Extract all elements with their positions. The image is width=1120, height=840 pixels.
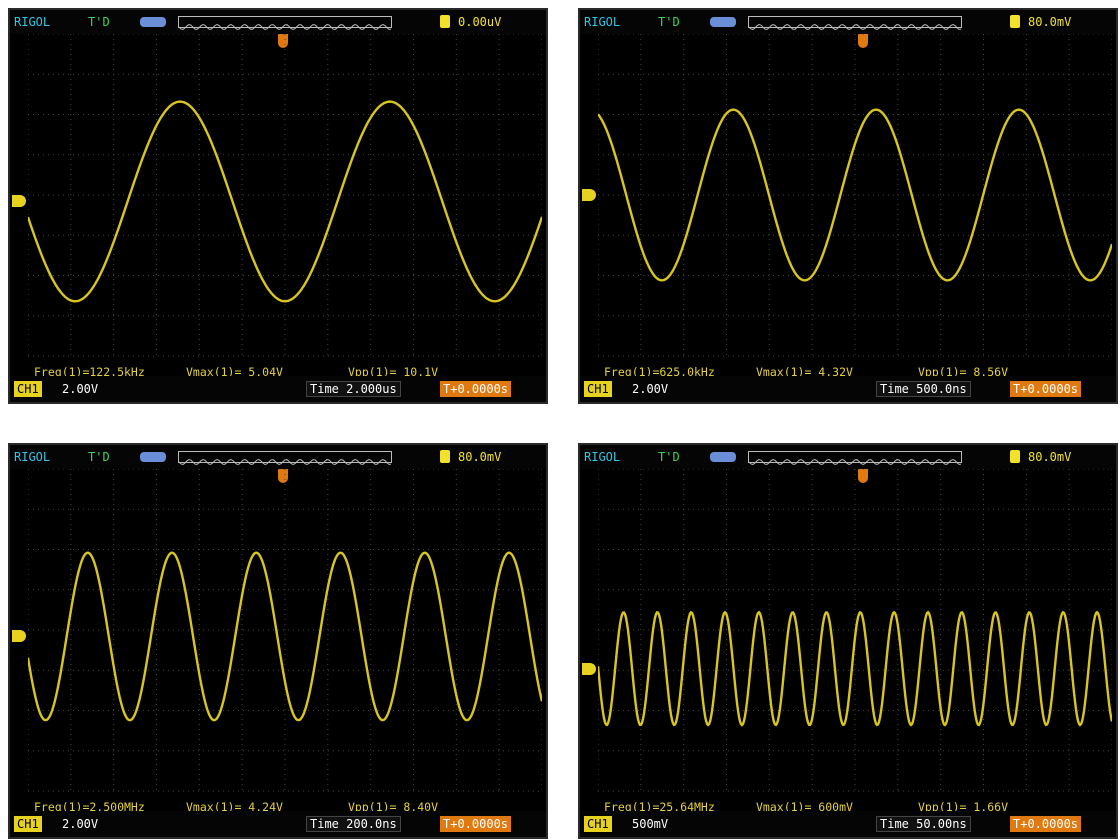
channel-scale: 2.00V	[632, 381, 668, 397]
signal-trace	[28, 102, 542, 302]
time-base: Time 50.00ns	[876, 816, 971, 832]
memory-wave	[179, 457, 391, 467]
trigger-channel-icon	[1010, 450, 1020, 463]
signal-trace	[598, 612, 1112, 725]
channel-label: CH1	[584, 816, 612, 832]
run-indicator	[710, 452, 736, 462]
channel-label: CH1	[14, 381, 42, 397]
trigger-channel-icon	[1010, 15, 1020, 28]
run-indicator	[710, 17, 736, 27]
run-indicator	[140, 17, 166, 27]
memory-bar	[748, 16, 962, 28]
memory-wave	[179, 22, 391, 32]
time-base: Time 2.000us	[306, 381, 401, 397]
trigger-level: 80.0mV	[1028, 449, 1071, 465]
memory-trace	[179, 460, 391, 465]
channel-scale: 500mV	[632, 816, 668, 832]
memory-trace	[179, 25, 391, 30]
bottom-bar: CH1 2.00V Time 2.000us T+0.0000s	[10, 376, 546, 402]
brand-label: RIGOL	[584, 14, 620, 30]
bottom-bar: CH1 2.00V Time 500.0ns T+0.0000s	[580, 376, 1116, 402]
graticule	[598, 34, 1112, 376]
channel-scale: 2.00V	[62, 381, 98, 397]
time-base: Time 500.0ns	[876, 381, 971, 397]
bottom-bar: CH1 2.00V Time 200.0ns T+0.0000s	[10, 811, 546, 837]
channel-marker	[582, 189, 596, 201]
trigger-channel-icon	[440, 15, 450, 28]
trigger-offset: T+0.0000s	[1010, 816, 1081, 832]
trigger-level: 80.0mV	[1028, 14, 1071, 30]
memory-bar	[178, 16, 392, 28]
channel-marker	[12, 195, 26, 207]
trigger-offset: T+0.0000s	[1010, 381, 1081, 397]
trigger-status: T'D	[658, 449, 680, 465]
trigger-offset: T+0.0000s	[440, 816, 511, 832]
memory-trace	[749, 460, 961, 465]
channel-label: CH1	[584, 381, 612, 397]
top-bar: RIGOL T'D 80.0mV	[10, 445, 546, 469]
top-bar: RIGOL T'D 80.0mV	[580, 445, 1116, 469]
trigger-status: T'D	[88, 14, 110, 30]
page: {"screens": [ {"brand": "RIGOL", "status…	[0, 0, 1120, 840]
top-bar: RIGOL T'D 80.0mV	[580, 10, 1116, 34]
bottom-bar: CH1 500mV Time 50.00ns T+0.0000s	[580, 811, 1116, 837]
brand-label: RIGOL	[14, 449, 50, 465]
channel-marker	[12, 630, 26, 642]
channel-label: CH1	[14, 816, 42, 832]
trigger-offset: T+0.0000s	[440, 381, 511, 397]
channel-scale: 2.00V	[62, 816, 98, 832]
graticule	[28, 469, 542, 811]
top-bar: RIGOL T'D 0.00uV	[10, 10, 546, 34]
memory-trace	[749, 25, 961, 30]
memory-wave	[749, 457, 961, 467]
memory-bar	[748, 451, 962, 463]
brand-label: RIGOL	[584, 449, 620, 465]
memory-bar	[178, 451, 392, 463]
trigger-channel-icon	[440, 450, 450, 463]
channel-marker	[582, 663, 596, 675]
trigger-level: 80.0mV	[458, 449, 501, 465]
graticule	[28, 34, 542, 376]
time-base: Time 200.0ns	[306, 816, 401, 832]
trigger-status: T'D	[88, 449, 110, 465]
graticule	[598, 469, 1112, 811]
run-indicator	[140, 452, 166, 462]
trigger-level: 0.00uV	[458, 14, 501, 30]
signal-trace	[28, 553, 542, 721]
trigger-status: T'D	[658, 14, 680, 30]
memory-wave	[749, 22, 961, 32]
brand-label: RIGOL	[14, 14, 50, 30]
